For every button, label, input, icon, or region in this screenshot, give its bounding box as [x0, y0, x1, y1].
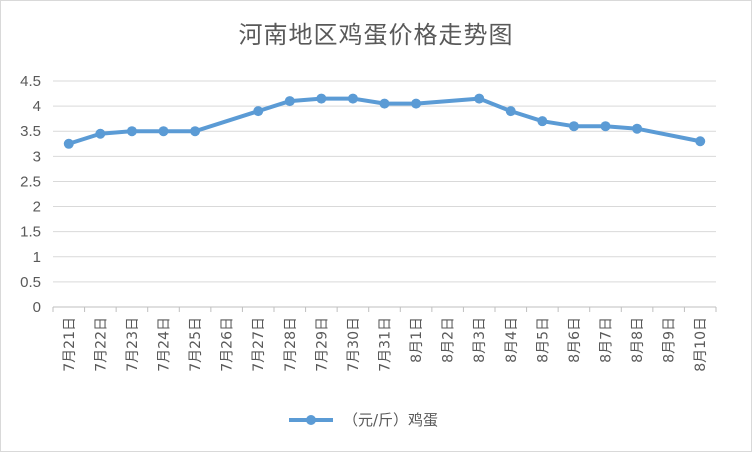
- x-tick-label: 8月1日: [409, 317, 425, 363]
- y-tick-label: 0.5: [20, 274, 41, 291]
- x-tick-label: 7月30日: [346, 317, 362, 372]
- x-tick-label: 8月5日: [535, 317, 551, 363]
- x-tick-label: 8月3日: [472, 317, 488, 363]
- data-point: [63, 138, 74, 149]
- data-point: [190, 126, 201, 137]
- y-tick-label: 2.5: [20, 173, 41, 190]
- data-point: [95, 128, 106, 139]
- chart-title: 河南地区鸡蛋价格走势图: [238, 21, 514, 49]
- x-tick-label: 8月2日: [441, 317, 457, 363]
- x-tick-label: 7月26日: [220, 317, 236, 372]
- x-tick-label: 8月4日: [504, 317, 520, 363]
- data-point: [253, 106, 264, 117]
- series-line: [66, 96, 703, 146]
- x-tick-label: 7月21日: [62, 317, 78, 372]
- y-tick-label: 3: [33, 148, 41, 165]
- y-tick-label: 1: [33, 249, 41, 266]
- data-point: [474, 93, 485, 104]
- x-tick-label: 7月29日: [314, 317, 330, 372]
- x-tick-label: 7月23日: [125, 317, 141, 372]
- data-point: [505, 106, 516, 117]
- x-tick-label: 7月25日: [188, 317, 204, 372]
- data-point: [126, 126, 137, 137]
- y-tick-label: 0: [33, 299, 41, 316]
- y-tick-label: 1.5: [20, 224, 41, 241]
- x-tick-label: 7月31日: [378, 317, 394, 372]
- x-tick-label: 8月9日: [662, 317, 678, 363]
- legend-label: （元/斤）鸡蛋: [343, 411, 438, 429]
- data-point: [379, 98, 390, 109]
- x-tick-label: 8月10日: [693, 317, 709, 372]
- data-point: [316, 93, 327, 104]
- data-point: [695, 136, 706, 147]
- data-point: [632, 123, 643, 134]
- y-tick-label: 3.5: [20, 123, 41, 140]
- data-point: [537, 116, 548, 127]
- x-tick-label: 8月7日: [599, 317, 615, 363]
- y-tick-label: 4: [33, 98, 41, 115]
- x-tick-label: 8月8日: [630, 317, 646, 363]
- x-tick-label: 8月6日: [567, 317, 583, 363]
- data-point: [568, 121, 579, 132]
- data-point: [600, 121, 611, 132]
- x-tick-label: 7月28日: [283, 317, 299, 372]
- legend-marker: [306, 415, 316, 425]
- x-tick-label: 7月22日: [93, 317, 109, 372]
- data-point: [347, 93, 358, 104]
- data-point: [158, 126, 169, 137]
- data-point: [411, 98, 422, 109]
- y-tick-label: 4.5: [20, 73, 41, 90]
- x-tick-label: 7月24日: [157, 317, 173, 372]
- data-point: [284, 96, 295, 107]
- x-tick-label: 7月27日: [251, 317, 267, 372]
- y-tick-label: 2: [33, 199, 41, 216]
